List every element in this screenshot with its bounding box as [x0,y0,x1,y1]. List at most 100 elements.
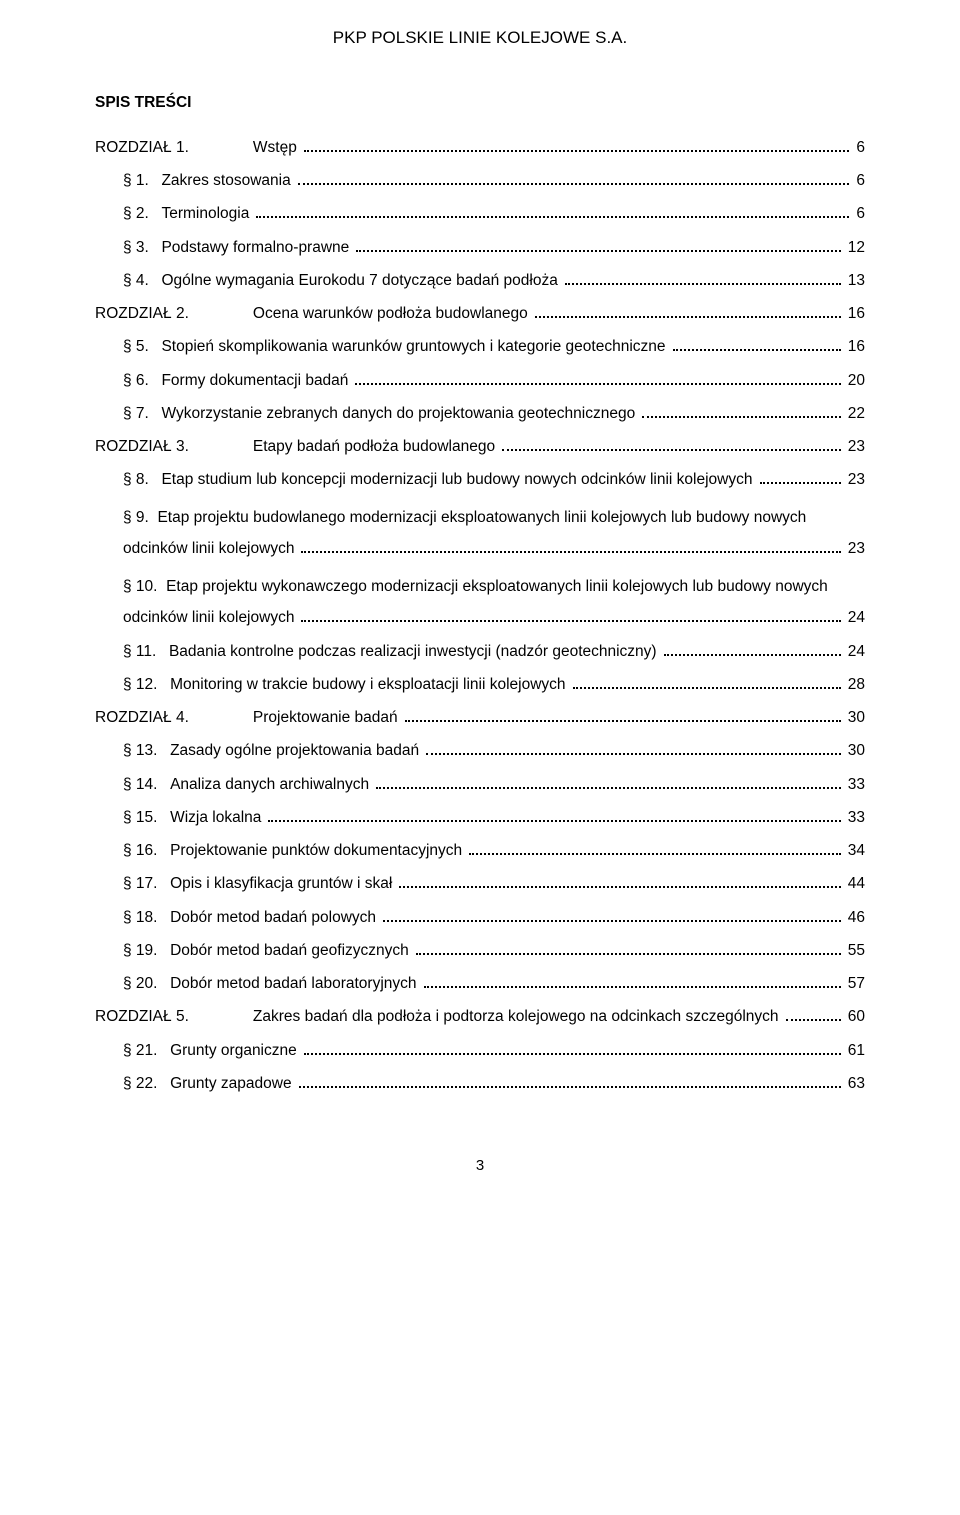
toc-page: 6 [852,202,865,225]
toc-entry-title: Formy dokumentacji badań [161,369,352,392]
toc-leader-dots [383,910,841,922]
toc-entry-title: Ogólne wymagania Eurokodu 7 dotyczące ba… [161,269,561,292]
toc-entry-firstline: § 9. Etap projektu budowlanego moderniza… [123,502,865,534]
toc-page: 16 [844,335,865,358]
toc-leader-dots [469,843,841,855]
toc-entry-tail-text: odcinków linii kolejowych [123,606,298,629]
toc-page: 13 [844,269,865,292]
toc-entry: § 20. Dobór metod badań laboratoryjnych5… [95,972,865,995]
toc-entry-label: § 6. [123,369,161,392]
toc-entry: § 18. Dobór metod badań polowych 46 [95,906,865,929]
toc-page: 28 [844,673,865,696]
toc-entry-title: Grunty zapadowe [170,1072,296,1095]
toc-leader-dots [502,439,841,451]
toc-entry-label: § 8. [123,468,161,491]
toc-page: 23 [844,435,865,458]
toc-entry-label: § 13. [123,739,170,762]
toc-entry: § 2. Terminologia 6 [95,202,865,225]
toc-entry: § 5. Stopień skomplikowania warunków gru… [95,335,865,358]
toc-leader-dots [356,240,840,252]
toc-leader-dots [426,744,841,756]
toc-chapter-title: Etapy badań podłoża budowlanego [253,435,499,458]
toc-entry-tailline: odcinków linii kolejowych 24 [123,606,865,629]
toc-entry-label: § 7. [123,402,161,425]
toc-entry: § 7. Wykorzystanie zebranych danych do p… [95,402,865,425]
toc-chapter-label: ROZDZIAŁ 1. [95,136,193,159]
toc-entry-label: § 15. [123,806,170,829]
toc-leader-dots [760,473,841,485]
toc-entry-title: Dobór metod badań polowych [170,906,380,929]
toc-entry-title: Analiza danych archiwalnych [170,773,373,796]
toc-page: 22 [844,402,865,425]
toc-chapter: ROZDZIAŁ 1.Wstęp6 [95,136,865,159]
toc-leader-dots [268,810,840,822]
toc-chapter-label: ROZDZIAŁ 5. [95,1005,193,1028]
toc-entry-label: § 5. [123,335,161,358]
toc-page: 63 [844,1072,865,1095]
toc-entry: § 15. Wizja lokalna33 [95,806,865,829]
toc-leader-dots [424,976,841,988]
toc-entry-label: § 2. [123,202,161,225]
toc-page: 20 [844,369,865,392]
toc-leader-dots [405,710,841,722]
toc-chapter: ROZDZIAŁ 5.Zakres badań dla podłoża i po… [95,1005,865,1028]
toc-leader-dots [673,340,841,352]
toc-page: 55 [844,939,865,962]
toc-page: 24 [844,640,865,663]
org-header: PKP POLSKIE LINIE KOLEJOWE S.A. [95,25,865,51]
toc-entry-title: Terminologia [161,202,253,225]
toc-leader-dots [786,1010,841,1022]
toc-leader-dots [535,306,841,318]
toc-entry-label: § 11. [123,640,169,663]
toc-leader-dots [565,273,841,285]
toc-leader-dots [301,611,840,623]
toc-entry: § 19. Dobór metod badań geofizycznych55 [95,939,865,962]
toc-entry-label: § 3. [123,236,161,259]
toc-leader-dots [304,140,850,152]
toc-entry-label: § 16. [123,839,170,862]
toc-entry-title: Zakres stosowania [161,169,294,192]
toc-chapter-title: Projektowanie badań [253,706,402,729]
toc-page: 23 [844,468,865,491]
toc-entry-title: Stopień skomplikowania warunków gruntowy… [161,335,669,358]
toc-entry-label: § 18. [123,906,170,929]
toc-chapter: ROZDZIAŁ 2. Ocena warunków podłoża budowl… [95,302,865,325]
toc-entry: § 14. Analiza danych archiwalnych33 [95,773,865,796]
toc-entry-label: § 20. [123,972,170,995]
toc-leader-dots [355,373,840,385]
toc-entry-title: Projektowanie punktów dokumentacyjnych [170,839,466,862]
toc-entry: § 13. Zasady ogólne projektowania badań3… [95,739,865,762]
toc-entry: § 3. Podstawy formalno-prawne12 [95,236,865,259]
toc-chapter: ROZDZIAŁ 3.Etapy badań podłoża budowlane… [95,435,865,458]
toc-page: 46 [844,906,865,929]
toc-entry: § 1. Zakres stosowania6 [95,169,865,192]
toc-chapter-label: ROZDZIAŁ 2. [95,302,193,325]
toc-entry-title: Podstawy formalno-prawne [161,236,353,259]
toc-chapter-label: ROZDZIAŁ 4. [95,706,193,729]
toc-entry-tailline: odcinków linii kolejowych23 [123,537,865,560]
toc-chapter-title: Ocena warunków podłoża budowlanego [253,302,532,325]
toc-page: 16 [844,302,865,325]
toc-page: 61 [844,1039,865,1062]
toc-leader-dots [573,677,841,689]
toc-page: 33 [844,773,865,796]
toc-leader-dots [304,1043,841,1055]
toc-entry-title: Wykorzystanie zebranych danych do projek… [161,402,639,425]
toc-entry: § 12. Monitoring w trakcie budowy i eksp… [95,673,865,696]
toc-heading: SPIS TREŚCI [95,91,865,114]
toc-leader-dots [301,542,840,554]
toc-page: 6 [852,136,865,159]
toc-leader-dots [399,877,840,889]
toc-leader-dots [664,644,841,656]
toc-entry-label: § 22. [123,1072,170,1095]
toc-entry-label: § 19. [123,939,170,962]
toc-page: 60 [844,1005,865,1028]
toc-entry-tail-text: odcinków linii kolejowych [123,537,298,560]
toc-leader-dots [376,777,841,789]
toc-entry: § 17. Opis i klasyfikacja gruntów i skał… [95,872,865,895]
toc-page: 44 [844,872,865,895]
toc-page: 24 [844,606,865,629]
toc-entry-label: § 1. [123,169,161,192]
toc-entry-title: Monitoring w trakcie budowy i eksploatac… [170,673,569,696]
toc-entry-title: Wizja lokalna [170,806,265,829]
